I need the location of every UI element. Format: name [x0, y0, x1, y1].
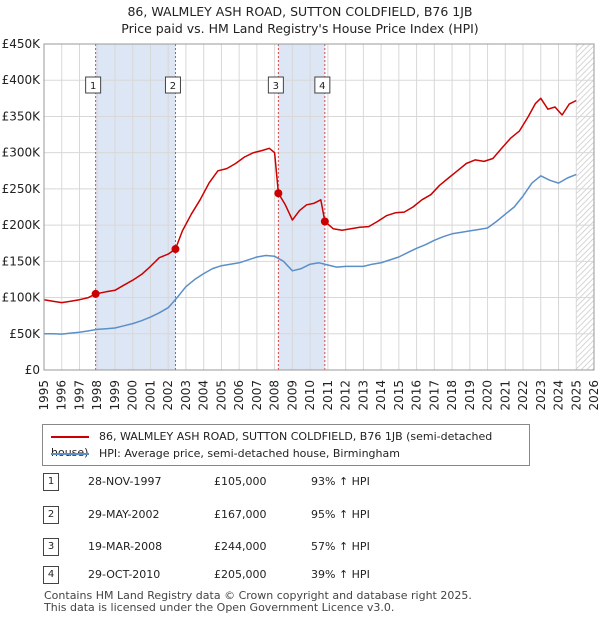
table-row: 1 28-NOV-1997 £105,000 93% ↑ HPI — [0, 473, 600, 493]
sale-point — [320, 217, 329, 226]
footer-copyright: Contains HM Land Registry data © Crown c… — [44, 589, 472, 602]
future-hatch-region — [576, 44, 594, 370]
table-row: 3 19-MAR-2008 £244,000 57% ↑ HPI — [0, 538, 600, 558]
y-tick-label: £400K — [2, 73, 42, 87]
legend-entry-property: 86, WALMLEY ASH ROAD, SUTTON COLDFIELD, … — [51, 429, 529, 459]
y-tick-label: £150K — [2, 254, 42, 268]
x-tick-label: 1998 — [90, 380, 104, 411]
x-tick-label: 2004 — [197, 380, 211, 411]
sale-price: £167,000 — [214, 508, 267, 521]
x-tick-label: 2015 — [392, 380, 406, 411]
x-tick-label: 2020 — [481, 380, 495, 411]
sale-date: 29-OCT-2010 — [88, 568, 161, 581]
shaded-ownership-span — [95, 44, 176, 370]
sale-number-badge: 2 — [43, 506, 59, 524]
legend-entry-hpi: HPI: Average price, semi-detached house,… — [51, 446, 400, 462]
y-tick-label: £450K — [2, 37, 42, 51]
sale-label: 4 — [319, 81, 325, 92]
y-tick-label: £200K — [2, 218, 42, 232]
legend-label-property: 86, WALMLEY ASH ROAD, SUTTON COLDFIELD, … — [51, 430, 493, 459]
property-series-line — [43, 97, 577, 304]
sale-number-badge: 4 — [43, 566, 59, 584]
x-tick-label: 2022 — [516, 380, 530, 411]
y-tick-label: £350K — [2, 109, 42, 123]
x-tick-label: 2000 — [126, 380, 140, 411]
sale-label-box — [85, 76, 102, 94]
x-tick-label: 2019 — [463, 380, 477, 411]
x-tick-label: 2011 — [321, 380, 335, 411]
sale-hpi-change: 93% ↑ HPI — [311, 475, 370, 488]
x-tick-label: 2003 — [179, 380, 193, 411]
x-tick-label: 1997 — [72, 380, 86, 411]
table-row: 2 29-MAY-2002 £167,000 95% ↑ HPI — [0, 506, 600, 526]
legend-label-hpi: HPI: Average price, semi-detached house,… — [99, 447, 400, 460]
y-tick-label: £100K — [2, 291, 42, 305]
sale-price: £244,000 — [214, 540, 267, 553]
sale-date: 29-MAY-2002 — [88, 508, 160, 521]
sale-price: £105,000 — [214, 475, 267, 488]
sale-number-badge: 1 — [43, 473, 59, 491]
x-tick-label: 1996 — [55, 380, 69, 411]
y-tick-label: £250K — [2, 182, 42, 196]
plot-border — [43, 43, 595, 371]
sale-label: 3 — [273, 81, 279, 92]
sale-date: 19-MAR-2008 — [88, 540, 163, 553]
footer-licence: This data is licensed under the Open Gov… — [44, 601, 395, 614]
x-tick-label: 2016 — [410, 380, 424, 411]
sale-label: 2 — [170, 81, 176, 92]
x-tick-label: 2005 — [214, 380, 228, 411]
x-tick-label: 2026 — [587, 380, 600, 411]
x-tick-label: 2001 — [143, 380, 157, 411]
x-tick-label: 2024 — [552, 380, 566, 411]
x-tick-label: 2009 — [285, 380, 299, 411]
x-tick-label: 2017 — [427, 380, 441, 411]
x-tick-label: 2023 — [534, 380, 548, 411]
sale-label-box — [267, 76, 284, 94]
table-row: 4 29-OCT-2010 £205,000 39% ↑ HPI — [0, 566, 600, 586]
x-tick-label: 1999 — [108, 380, 122, 411]
x-tick-label: 1995 — [37, 380, 51, 411]
x-tick-label: 2007 — [250, 380, 264, 411]
legend-swatch-property — [51, 436, 89, 438]
x-tick-label: 2021 — [498, 380, 512, 411]
sale-price: £205,000 — [214, 568, 267, 581]
x-tick-label: 2018 — [445, 380, 459, 411]
sale-date: 28-NOV-1997 — [88, 475, 162, 488]
y-tick-label: £50K — [9, 327, 41, 341]
x-tick-label: 2025 — [569, 380, 583, 411]
chart-legend: 86, WALMLEY ASH ROAD, SUTTON COLDFIELD, … — [42, 424, 530, 466]
y-tick-label: £300K — [2, 146, 42, 160]
hpi-series-line — [44, 173, 577, 335]
x-tick-label: 2010 — [303, 380, 317, 411]
sale-hpi-change: 57% ↑ HPI — [311, 540, 370, 553]
sale-hpi-change: 39% ↑ HPI — [311, 568, 370, 581]
sale-hpi-change: 95% ↑ HPI — [311, 508, 370, 521]
sale-point — [91, 289, 100, 298]
legend-swatch-hpi — [51, 453, 89, 455]
sale-label-box — [164, 76, 181, 94]
sale-number-badge: 3 — [43, 538, 59, 556]
chart-title: 86, WALMLEY ASH ROAD, SUTTON COLDFIELD, … — [127, 4, 473, 19]
x-tick-label: 2013 — [356, 380, 370, 411]
x-tick-label: 2014 — [374, 380, 388, 411]
x-tick-label: 2002 — [161, 380, 175, 411]
x-tick-label: 2006 — [232, 380, 246, 411]
price-chart: 1 2 3 4 £0 £50K £100K £150K £200K £250K £300K £350… — [2, 37, 600, 411]
y-tick-label: £0 — [25, 363, 40, 377]
sale-label: 1 — [90, 81, 96, 92]
x-tick-label: 2012 — [339, 380, 353, 411]
sale-point — [171, 245, 180, 254]
sale-label-box — [314, 76, 331, 94]
x-tick-label: 2008 — [268, 380, 282, 411]
sale-point — [274, 189, 283, 198]
chart-subtitle: Price paid vs. HM Land Registry's House … — [121, 21, 479, 36]
